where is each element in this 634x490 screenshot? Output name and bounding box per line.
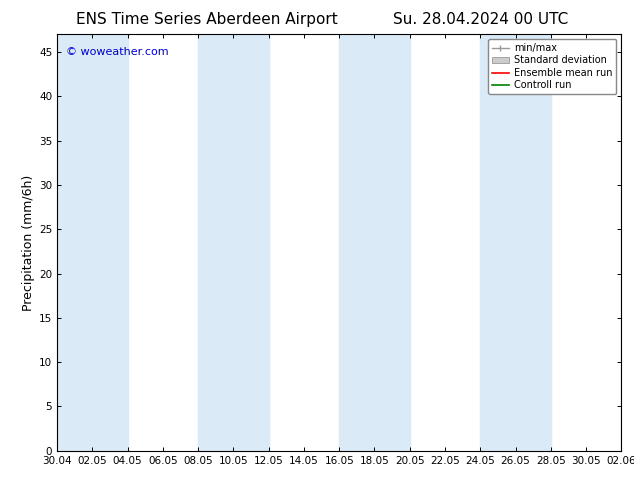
Bar: [481, 34, 551, 451]
Bar: [57, 34, 127, 451]
Text: © woweather.com: © woweather.com: [65, 47, 168, 57]
Text: Su. 28.04.2024 00 UTC: Su. 28.04.2024 00 UTC: [393, 12, 568, 27]
Bar: [198, 34, 269, 451]
Y-axis label: Precipitation (mm/6h): Precipitation (mm/6h): [22, 174, 35, 311]
Bar: [621, 34, 634, 451]
Text: ENS Time Series Aberdeen Airport: ENS Time Series Aberdeen Airport: [76, 12, 338, 27]
Bar: [339, 34, 410, 451]
Legend: min/max, Standard deviation, Ensemble mean run, Controll run: min/max, Standard deviation, Ensemble me…: [488, 39, 616, 94]
